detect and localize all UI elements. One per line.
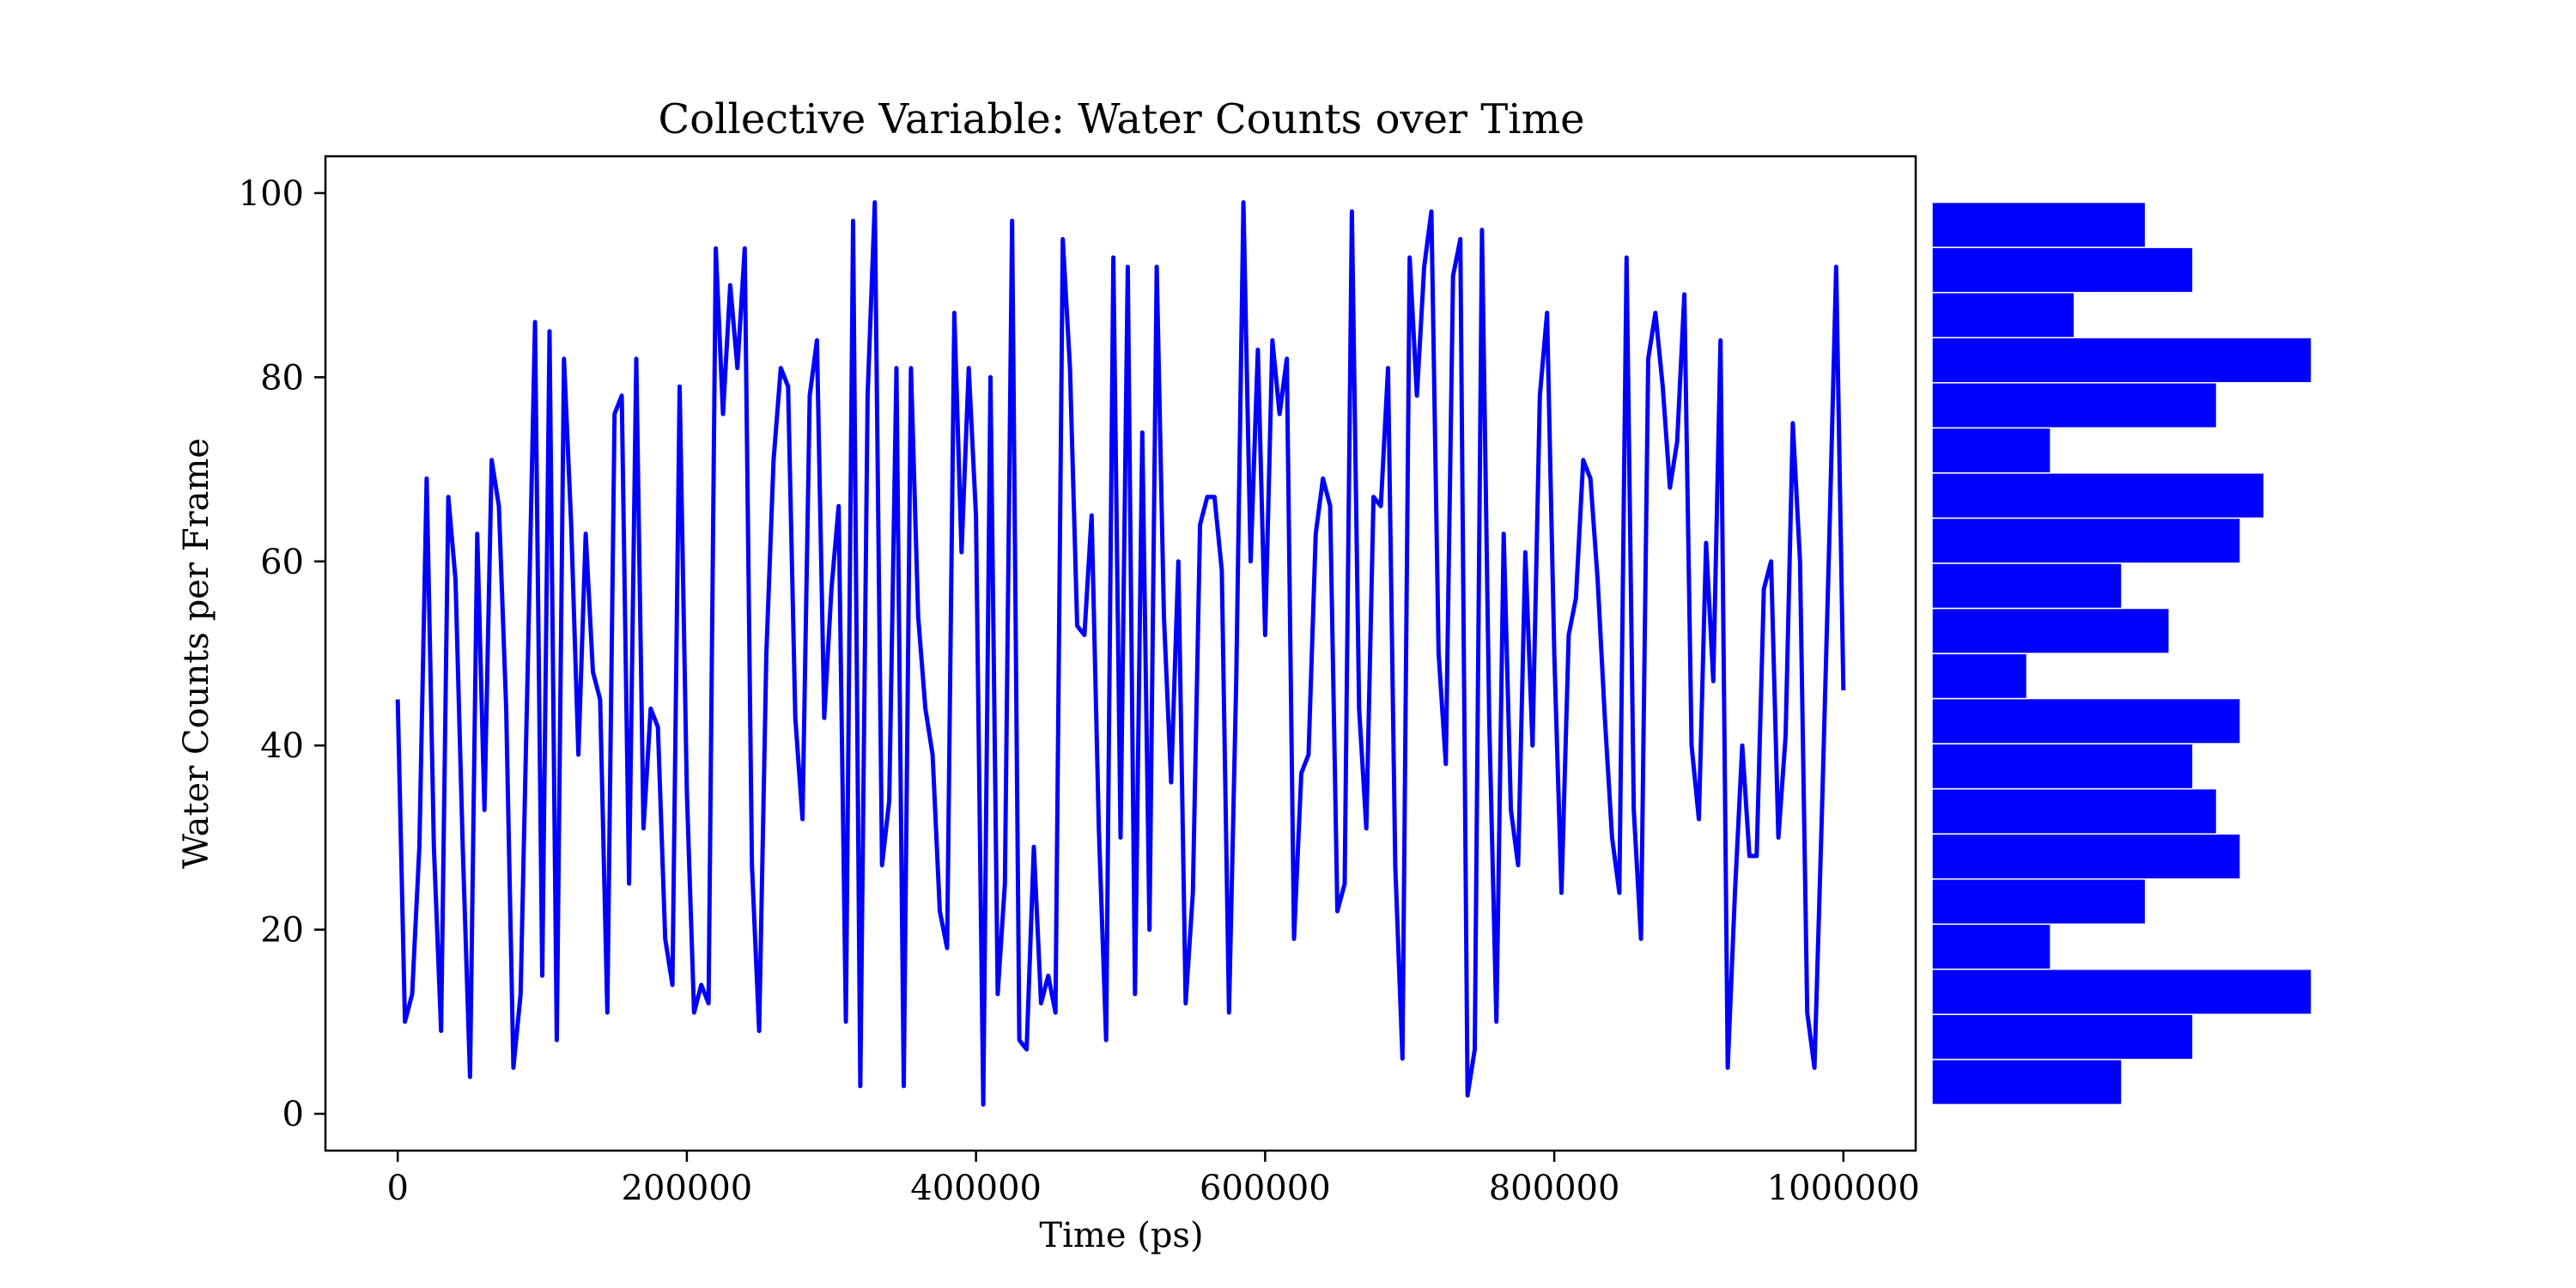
histogram-bar (1931, 787, 2218, 835)
x-tick-label: 0 (386, 1169, 408, 1208)
histogram-bar (1931, 382, 2218, 429)
chart-title: Collective Variable: Water Counts over T… (659, 95, 1585, 143)
x-tick-label: 200000 (622, 1169, 753, 1208)
y-axis-ticks: 0 20 40 60 80 100 (239, 174, 325, 1134)
x-tick-label: 600000 (1200, 1169, 1331, 1208)
series-line (395, 200, 1846, 1107)
x-axis-ticks: 0 200000 400000 600000 800000 1000000 (386, 1151, 1920, 1208)
plot-frame (324, 155, 1917, 1152)
histogram-bar (1931, 833, 2241, 880)
histogram-bar (1931, 427, 2051, 474)
histogram-bar (1931, 562, 2123, 610)
histogram-bar (1931, 1059, 2123, 1106)
y-tick-label: 80 (260, 358, 304, 398)
y-tick-label: 20 (260, 911, 304, 951)
y-tick-label: 40 (260, 726, 304, 766)
histogram-bar (1931, 743, 2194, 790)
histogram-bar (1931, 472, 2265, 519)
histogram-bar (1931, 201, 2147, 248)
histogram-bar (1931, 517, 2241, 564)
histogram-bar (1931, 607, 2170, 654)
histogram-bar (1931, 246, 2194, 294)
x-tick-label: 800000 (1489, 1169, 1620, 1208)
histogram-bar (1931, 653, 2028, 700)
x-axis-label: Time (ps) (1039, 1216, 1203, 1255)
y-tick-label: 100 (239, 174, 304, 214)
y-tick-label: 0 (283, 1095, 304, 1134)
x-tick-label: 400000 (910, 1169, 1042, 1208)
histogram-panel (1931, 201, 2312, 1106)
histogram-bar (1931, 291, 2075, 338)
histogram-bar (1931, 878, 2147, 925)
y-tick-label: 60 (260, 543, 304, 582)
histogram-bar (1931, 923, 2051, 970)
x-tick-label: 1000000 (1767, 1169, 1920, 1208)
histogram-bar (1931, 1013, 2194, 1060)
histogram-bar (1931, 969, 2312, 1016)
histogram-bar (1931, 337, 2312, 384)
y-axis-label: Water Counts per Frame (177, 438, 216, 869)
histogram-bar (1931, 697, 2241, 744)
main-plot: 0 200000 400000 600000 800000 1000000 0 20 40 60… (239, 155, 1920, 1208)
